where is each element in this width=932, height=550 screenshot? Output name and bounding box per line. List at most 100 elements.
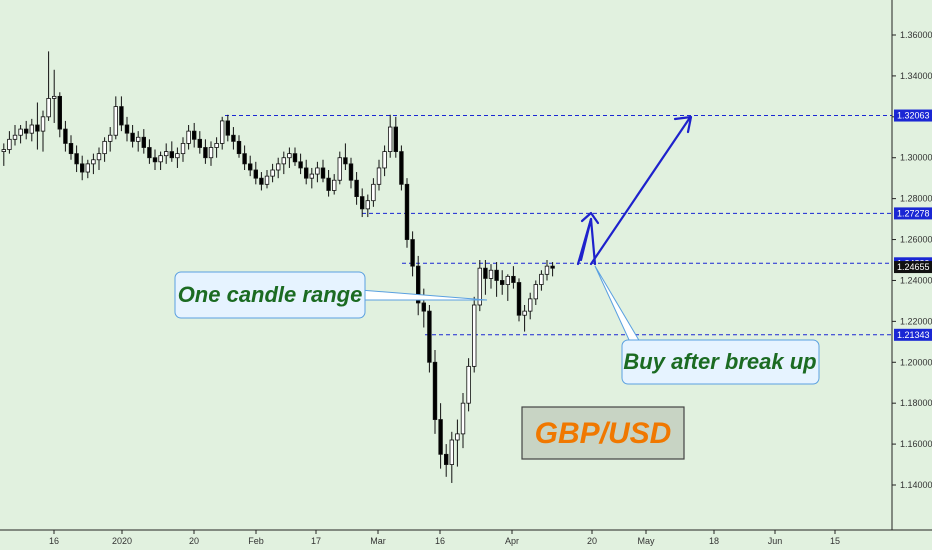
candle-body[interactable] <box>175 153 180 159</box>
candle-body[interactable] <box>533 284 538 300</box>
candle-body[interactable] <box>471 304 477 367</box>
candle-body[interactable] <box>320 167 326 179</box>
candle-body[interactable] <box>23 128 29 134</box>
candle-body[interactable] <box>1 149 6 152</box>
candle-body[interactable] <box>12 134 18 140</box>
candle-body[interactable] <box>236 140 242 155</box>
candle-body[interactable] <box>124 124 130 134</box>
candle-body[interactable] <box>477 267 482 306</box>
candle-body[interactable] <box>52 95 57 99</box>
candlestick-series[interactable] <box>1 51 555 483</box>
candle-body[interactable] <box>113 106 118 136</box>
candle-body[interactable] <box>483 267 488 279</box>
candle-body[interactable] <box>421 302 426 312</box>
candle-body[interactable] <box>231 134 236 142</box>
candle-body[interactable] <box>399 151 404 185</box>
candle-body[interactable] <box>505 275 510 285</box>
candle-body[interactable] <box>376 167 382 185</box>
candle-body[interactable] <box>91 159 96 165</box>
candle-body[interactable] <box>455 433 460 441</box>
candle-body[interactable] <box>259 177 264 185</box>
candle-body[interactable] <box>158 155 163 163</box>
candle-body[interactable] <box>359 196 365 210</box>
candle-body[interactable] <box>315 167 320 175</box>
candle-body[interactable] <box>80 163 85 173</box>
candle-body[interactable] <box>309 173 314 179</box>
candle-body[interactable] <box>326 177 331 191</box>
one-candle-range-callout[interactable]: One candle range <box>174 271 366 319</box>
candle-body[interactable] <box>208 147 214 159</box>
buy-after-break-callout[interactable]: Buy after break up <box>621 339 820 385</box>
candle-body[interactable] <box>191 130 197 140</box>
candle-body[interactable] <box>68 143 74 155</box>
candle-body[interactable] <box>74 153 79 165</box>
candle-body[interactable] <box>135 136 141 142</box>
candle-body[interactable] <box>40 116 46 132</box>
candle-body[interactable] <box>522 310 527 316</box>
candle-body[interactable] <box>343 157 348 165</box>
candle-body[interactable] <box>18 128 23 136</box>
candle-body[interactable] <box>35 124 40 132</box>
candle-body[interactable] <box>516 282 522 316</box>
candle-body[interactable] <box>331 179 337 191</box>
candle-body[interactable] <box>438 419 443 455</box>
candle-body[interactable] <box>443 453 449 465</box>
candle-body[interactable] <box>550 265 555 269</box>
candle-body[interactable] <box>219 120 225 144</box>
candle-body[interactable] <box>488 269 494 279</box>
candle-body[interactable] <box>539 273 544 285</box>
candle-body[interactable] <box>270 169 275 177</box>
candle-body[interactable] <box>197 138 202 148</box>
candle-body[interactable] <box>348 163 354 181</box>
candle-body[interactable] <box>287 153 292 159</box>
candle-body[interactable] <box>449 439 454 465</box>
candle-body[interactable] <box>253 169 258 179</box>
candle-body[interactable] <box>298 161 303 169</box>
candle-body[interactable] <box>511 275 516 283</box>
candle-body[interactable] <box>460 402 466 435</box>
candle-body[interactable] <box>130 132 135 142</box>
candle-body[interactable] <box>7 138 12 150</box>
candle-body[interactable] <box>186 130 191 144</box>
candle-body[interactable] <box>46 98 51 118</box>
candle-body[interactable] <box>544 265 550 275</box>
price-axis-ticks[interactable]: 1.360001.340001.320001.300001.280001.260… <box>892 30 932 490</box>
candle-body[interactable] <box>415 265 421 304</box>
candle-body[interactable] <box>169 151 174 159</box>
time-axis-ticks[interactable]: 16 2020 20 Feb 17 Mar 16 Apr 20 May 18 Jun 15 <box>49 530 840 546</box>
candle-body[interactable] <box>410 239 415 267</box>
candle-body[interactable] <box>163 151 169 157</box>
candle-body[interactable] <box>225 120 230 136</box>
candle-body[interactable] <box>203 147 208 159</box>
candle-body[interactable] <box>371 183 376 202</box>
candle-body[interactable] <box>29 124 34 134</box>
candle-body[interactable] <box>180 143 186 155</box>
candle-body[interactable] <box>494 269 499 281</box>
candle-body[interactable] <box>214 143 219 148</box>
candle-body[interactable] <box>387 126 393 152</box>
candle-body[interactable] <box>281 157 286 165</box>
candle-body[interactable] <box>102 140 107 155</box>
candle-body[interactable] <box>275 163 281 171</box>
candle-body[interactable] <box>119 106 124 126</box>
candle-body[interactable] <box>432 361 438 420</box>
projection-arrows[interactable] <box>576 115 693 266</box>
candle-body[interactable] <box>147 147 152 159</box>
candle-body[interactable] <box>404 183 410 240</box>
candle-body[interactable] <box>427 310 432 363</box>
candle-body[interactable] <box>96 153 102 161</box>
candle-body[interactable] <box>242 153 247 165</box>
symbol-label[interactable]: GBP/USD <box>521 406 685 460</box>
candle-body[interactable] <box>292 153 298 163</box>
candle-body[interactable] <box>57 95 62 130</box>
candle-body[interactable] <box>108 134 113 142</box>
candle-body[interactable] <box>365 200 370 210</box>
candle-body[interactable] <box>337 157 342 181</box>
candle-body[interactable] <box>528 298 533 312</box>
candle-body[interactable] <box>247 163 253 171</box>
candle-body[interactable] <box>466 365 471 404</box>
candle-body[interactable] <box>141 136 146 148</box>
candle-body[interactable] <box>354 179 359 197</box>
candle-body[interactable] <box>264 175 270 185</box>
candle-body[interactable] <box>382 151 387 169</box>
